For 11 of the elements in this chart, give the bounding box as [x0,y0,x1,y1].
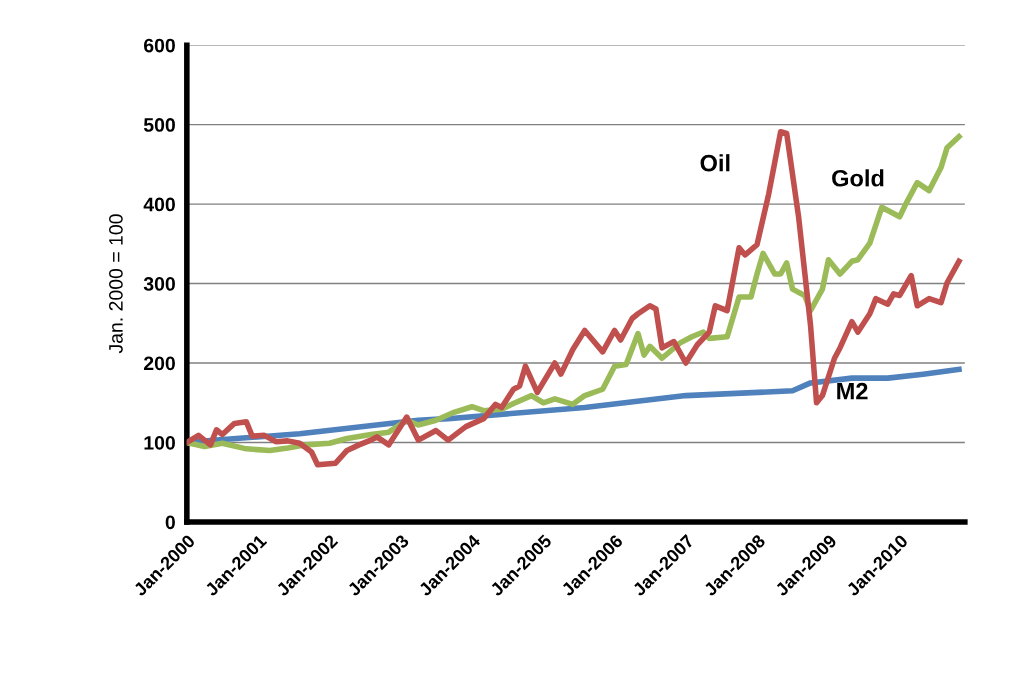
series-label: Oil [700,154,730,172]
y-tick-label: 500 [143,118,175,132]
series-label: M2 [837,382,868,400]
y-tick-label: 300 [143,277,175,291]
y-axis-title: Jan. 2000 = 100 [109,214,123,354]
y-tick-label: 0 [165,515,175,530]
y-tick-label: 600 [144,38,175,53]
y-tick-label: 200 [143,356,175,371]
y-tick-label: 400 [143,197,175,212]
y-tick-label: 100 [144,435,175,450]
series-label: Gold [832,169,884,187]
